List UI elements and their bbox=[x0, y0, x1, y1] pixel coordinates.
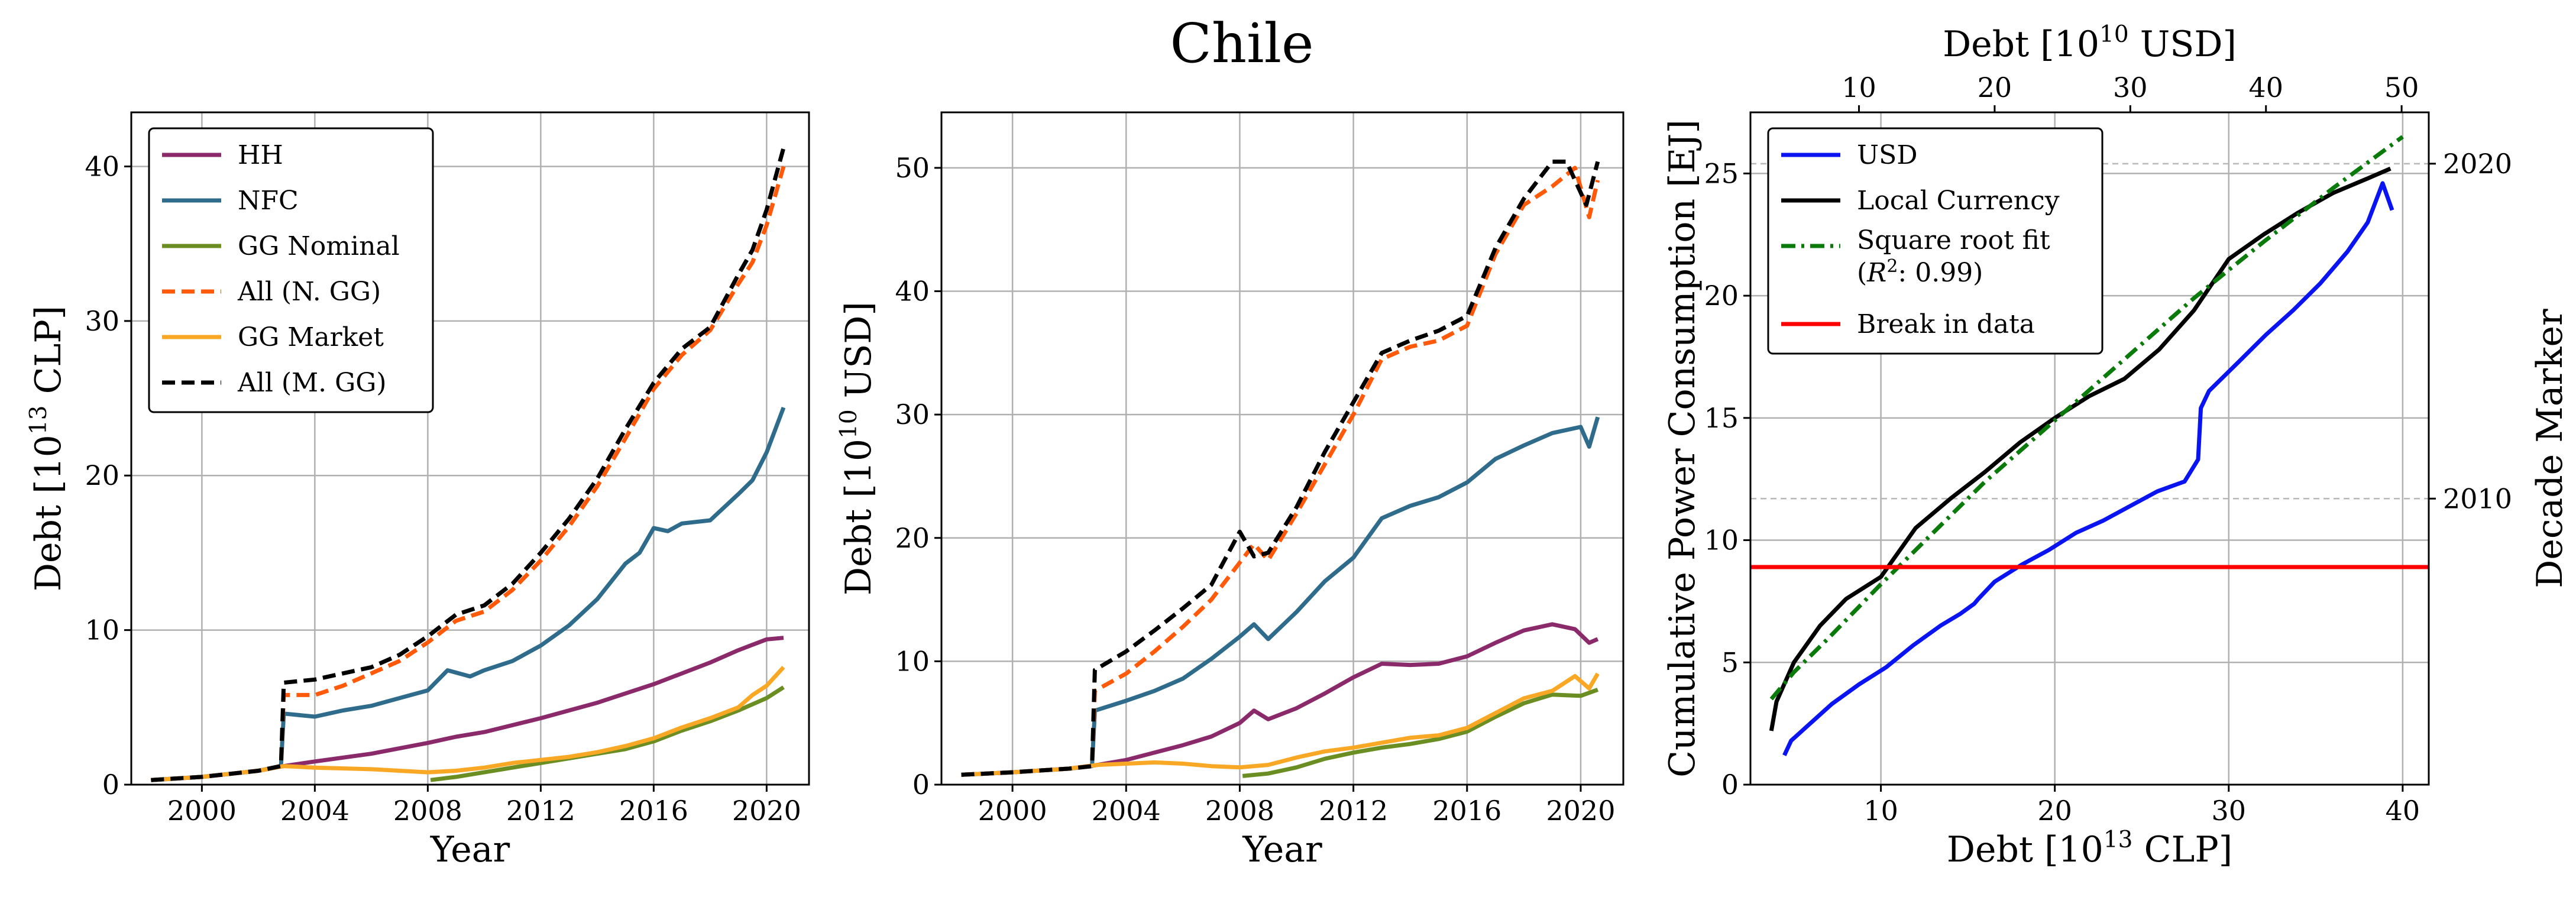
top-x-tick-label: 10 bbox=[1842, 72, 1876, 103]
legend-label: GG Market bbox=[238, 322, 384, 352]
series-line-nfc bbox=[151, 406, 786, 782]
legend-label: All (M. GG) bbox=[237, 368, 387, 398]
x-tick-label: 2004 bbox=[280, 795, 349, 827]
y-tick-label: 25 bbox=[1704, 157, 1739, 189]
axes-frame bbox=[940, 111, 1624, 786]
y-tick-label: 50 bbox=[895, 152, 930, 184]
y-axis-label: Debt [1010 USD] bbox=[836, 302, 879, 595]
x-tick-label: 2000 bbox=[978, 795, 1047, 827]
y-tick-label: 30 bbox=[895, 399, 930, 430]
x-tick-label: 2020 bbox=[1546, 795, 1615, 827]
x-tick-label: 10 bbox=[1863, 795, 1898, 827]
x-axis-label: Year bbox=[430, 829, 510, 870]
x-tick-label: 2000 bbox=[167, 795, 237, 827]
top-x-tick-label: 50 bbox=[2384, 72, 2419, 103]
y-tick-label: 20 bbox=[895, 522, 930, 554]
x-tick-label: 2004 bbox=[1092, 795, 1161, 827]
series-line-all-m-gg bbox=[151, 147, 786, 782]
x-tick-label: 2020 bbox=[732, 795, 801, 827]
y-tick-label: 10 bbox=[85, 614, 119, 646]
y-tick-label: 30 bbox=[85, 305, 119, 337]
y-tick-label: 40 bbox=[85, 150, 119, 182]
y-tick-label: 0 bbox=[102, 769, 119, 801]
legend-label: Square root fit bbox=[1857, 225, 2050, 255]
legend-label: HH bbox=[238, 140, 283, 170]
series-line-usd bbox=[1782, 181, 2394, 756]
x-tick-label: 20 bbox=[2037, 795, 2072, 827]
x-tick-label: 2008 bbox=[393, 795, 462, 827]
series-line-square-root-fit-r-0-99 bbox=[1769, 135, 2404, 701]
x-tick-label: 2016 bbox=[619, 795, 688, 827]
y-tick-label: 0 bbox=[912, 769, 930, 801]
x-tick-label: 2012 bbox=[1319, 795, 1388, 827]
y-tick-label: 20 bbox=[85, 459, 119, 491]
y-tick-label: 20 bbox=[1704, 280, 1739, 312]
y-axis-label: Cumulative Power Consumption [EJ] bbox=[1662, 119, 1703, 778]
figure-title: Chile bbox=[1170, 12, 1314, 75]
legend-box bbox=[1767, 127, 2103, 355]
series-line-all-n-gg bbox=[961, 166, 1600, 777]
chart-panel-1: 2000 2004 2008 2012 2016 2020 0 10 20 30 40 Year Deb… bbox=[25, 111, 810, 870]
chart-panel-3: 10 20 30 40 0 5 10 15 20 25 Debt [1013 CLP] Cumulat… bbox=[1662, 21, 2571, 870]
legend-label: NFC bbox=[238, 186, 299, 216]
series-line-all-m-gg bbox=[961, 159, 1600, 777]
top-x-tick-label: 40 bbox=[2248, 72, 2283, 103]
x-axis-label: Debt [1013 CLP] bbox=[1947, 827, 2232, 870]
x-tick-label: 2016 bbox=[1432, 795, 1501, 827]
y-tick-label: 5 bbox=[1721, 646, 1739, 678]
y-tick-label: 40 bbox=[895, 276, 930, 307]
legend: HH NFC GG Nominal All (N. GG) GG Market All (… bbox=[148, 127, 434, 413]
series-line-gg-market bbox=[961, 672, 1600, 777]
x-tick-label: 2012 bbox=[506, 795, 575, 827]
x-tick-label: 2008 bbox=[1205, 795, 1274, 827]
x-tick-label: 40 bbox=[2386, 795, 2420, 827]
y-tick-label: 0 bbox=[1721, 769, 1739, 801]
legend-label: Break in data bbox=[1857, 309, 2035, 339]
chart-panel-2: 2000 2004 2008 2012 2016 2020 0 10 20 30 40 50 Year D… bbox=[836, 111, 1624, 870]
series-line-all-n-gg bbox=[151, 166, 786, 782]
legend: USD Local Currency Square root fit(R2: 0.9… bbox=[1767, 127, 2103, 355]
axes-frame bbox=[130, 111, 810, 786]
axes-frame bbox=[1749, 111, 2430, 786]
right-axis-label: Decade Marker bbox=[2529, 309, 2571, 588]
series-line-nfc bbox=[961, 416, 1600, 777]
top-x-tick-label: 20 bbox=[1978, 72, 2012, 103]
right-tick-label: 2010 bbox=[2443, 482, 2512, 514]
y-tick-label: 10 bbox=[895, 645, 930, 677]
legend-label: GG Nominal bbox=[238, 231, 400, 261]
right-tick-label: 2020 bbox=[2443, 148, 2512, 180]
x-tick-label: 30 bbox=[2212, 795, 2247, 827]
legend-label: All (N. GG) bbox=[237, 277, 381, 307]
y-tick-label: 15 bbox=[1704, 402, 1739, 434]
series-line-gg-nominal bbox=[1242, 688, 1598, 778]
legend-label: Local Currency bbox=[1857, 186, 2060, 216]
y-tick-label: 10 bbox=[1704, 524, 1739, 556]
series-line-hh bbox=[151, 636, 784, 782]
series-line-hh bbox=[961, 622, 1599, 777]
top-x-tick-label: 30 bbox=[2113, 72, 2148, 103]
legend-label: USD bbox=[1857, 140, 1918, 170]
x-axis-label: Year bbox=[1242, 829, 1322, 870]
y-axis-label: Debt [1013 CLP] bbox=[25, 306, 69, 591]
series-line-gg-nominal bbox=[430, 685, 785, 782]
series-line-gg-market bbox=[151, 666, 785, 782]
legend-label-line2: (R2: 0.99) bbox=[1857, 256, 1983, 288]
top-x-axis-label: Debt [1010 USD] bbox=[1943, 21, 2237, 65]
